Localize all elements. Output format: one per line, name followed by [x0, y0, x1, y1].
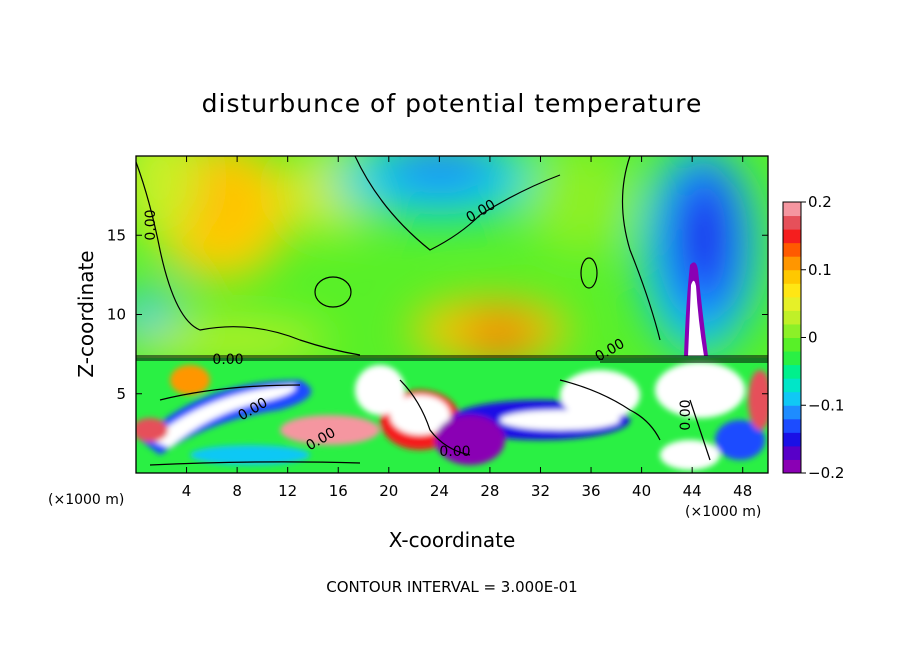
colorbar-swatch	[783, 418, 801, 433]
contour-label: 0.00	[439, 444, 470, 460]
x-axis-label: X-coordinate	[389, 528, 516, 552]
colorbar-swatch	[783, 269, 801, 284]
colorbar-swatch	[783, 391, 801, 406]
chart-title: disturbunce of potential temperature	[202, 89, 703, 118]
x-tick-label: 48	[733, 482, 752, 500]
colorbar-swatch	[783, 323, 801, 338]
colorbar-swatch	[783, 202, 801, 217]
x-tick-label: 16	[329, 482, 348, 500]
colorbar-tick-label: 0.2	[808, 193, 832, 211]
y-tick-label: 15	[107, 226, 126, 244]
upper-field	[136, 156, 760, 360]
x-tick-label: 12	[278, 482, 297, 500]
colorbar-swatch	[783, 405, 801, 420]
colorbar-tick-label: 0.1	[808, 261, 832, 279]
colorbar-swatch	[783, 432, 801, 447]
colorbar-tick-label: −0.2	[808, 464, 844, 482]
colorbar-tick-label: 0	[808, 329, 818, 347]
colorbar-swatch	[783, 215, 801, 230]
x-tick-label: 28	[480, 482, 499, 500]
colorbar-swatch	[783, 459, 801, 474]
y-axis-label: Z-coordinate	[74, 250, 98, 377]
contour-lines	[136, 156, 711, 466]
colorbar-swatch	[783, 351, 801, 366]
colorbar: 0.2 0.1 0 −0.1 −0.2	[782, 193, 844, 482]
colorbar-swatch	[783, 378, 801, 393]
lower-field	[136, 358, 768, 473]
colorbar-swatch	[783, 296, 801, 311]
colorbar-swatch	[783, 242, 801, 257]
colorbar-swatch	[783, 445, 801, 460]
x-axis-ticks: 4 8 12 16 20 24 28 32 36 40 44 48	[182, 156, 752, 500]
colorbar-swatch	[783, 337, 801, 352]
contour-label: 0.00	[678, 399, 694, 430]
y-axis-ticks: 5 10 15	[107, 226, 768, 403]
y-tick-label: 10	[107, 306, 126, 324]
colorbar-tick-label: −0.1	[808, 396, 844, 414]
colorbar-swatch	[783, 310, 801, 325]
contour-label: 0.00	[212, 352, 243, 368]
x-unit-right: (×1000 m)	[685, 504, 761, 520]
contour-interval-footer: CONTOUR INTERVAL = 3.000E-01	[326, 578, 577, 596]
colorbar-swatch	[783, 229, 801, 244]
x-tick-label: 20	[379, 482, 398, 500]
contour-label: 0.00	[143, 209, 159, 240]
colorbar-swatch	[783, 364, 801, 379]
x-tick-label: 4	[182, 482, 192, 500]
x-unit-left: (×1000 m)	[48, 492, 124, 508]
x-tick-label: 24	[430, 482, 449, 500]
plot-area	[136, 156, 768, 473]
white-plume	[688, 280, 704, 356]
colorbar-swatch	[783, 256, 801, 271]
colorbar-swatch	[783, 283, 801, 298]
front-band	[136, 355, 768, 363]
x-tick-label: 44	[683, 482, 702, 500]
y-tick-label: 5	[116, 385, 126, 403]
x-tick-label: 8	[232, 482, 242, 500]
x-tick-label: 32	[531, 482, 550, 500]
x-tick-label: 40	[632, 482, 651, 500]
x-tick-label: 36	[581, 482, 600, 500]
